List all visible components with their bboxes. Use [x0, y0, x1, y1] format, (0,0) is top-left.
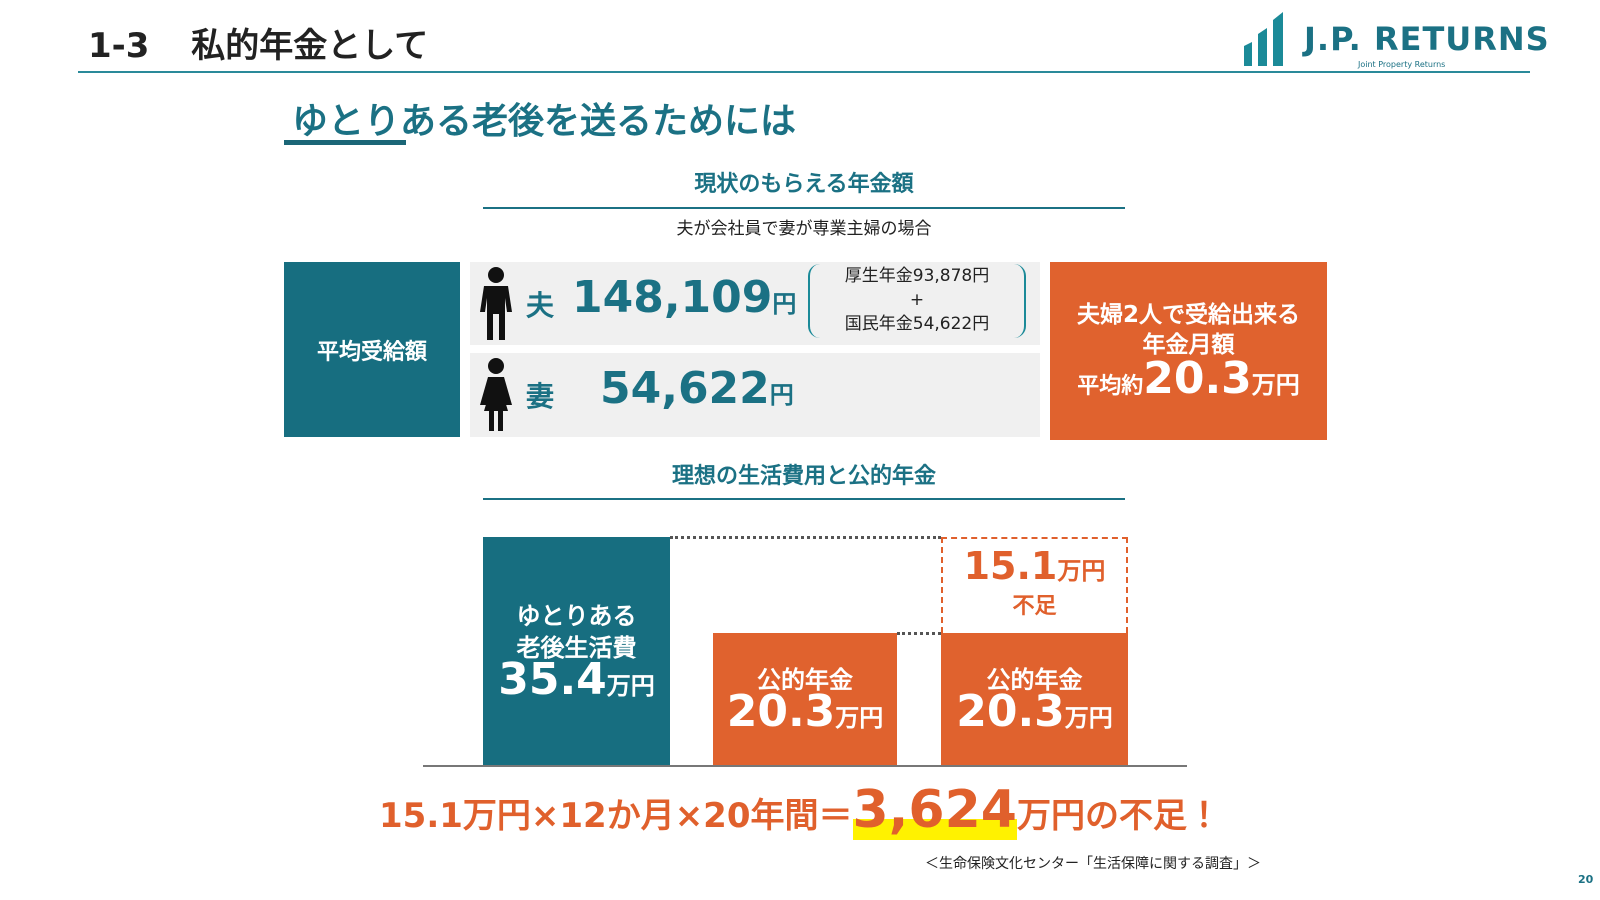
shortfall-label: 不足 — [1012, 593, 1057, 619]
total-amount: 平均約20.3万円 — [1077, 357, 1300, 402]
unit: 円 — [769, 381, 794, 409]
logo-tagline: Joint Property Returns — [1358, 60, 1446, 69]
male-icon — [480, 267, 512, 340]
section-rule — [483, 498, 1125, 500]
amount: 54,622 — [600, 363, 770, 414]
unit: 万円 — [606, 672, 655, 700]
header-rule — [78, 71, 1530, 73]
section-rule — [483, 207, 1125, 209]
section-number: 1-3 — [88, 26, 150, 66]
female-icon — [480, 358, 512, 431]
logo-mark — [1244, 12, 1283, 66]
amount: 20.3 — [726, 686, 836, 737]
dotted-guide — [670, 536, 941, 539]
box-label: 公的年金 — [757, 666, 853, 694]
baseline — [423, 765, 1187, 767]
total-line: 夫婦2人で受給出来る — [1076, 302, 1300, 328]
box-amount: 20.3万円 — [727, 690, 884, 734]
section-title: 理想の生活費用と公的年金 — [671, 464, 936, 489]
amount: 35.4 — [498, 654, 607, 705]
box-amount: 35.4万円 — [498, 658, 655, 702]
label-box: 平均受給額 — [284, 262, 460, 437]
formula: 15.1万円×12か月×20年間＝3,624万円の不足！ — [0, 780, 1600, 840]
box-amount: 20.3万円 — [956, 690, 1113, 734]
heading-underline — [284, 140, 406, 145]
unit: 万円 — [1057, 556, 1106, 585]
section-title: 現状のもらえる年金額 — [694, 172, 914, 197]
box-line: ゆとりある — [516, 602, 637, 630]
public-box: 公的年金 20.3万円 — [941, 633, 1128, 765]
shortfall-box: 15.1万円 不足 — [941, 537, 1128, 633]
shortfall-amount: 15.1万円 — [964, 547, 1106, 590]
breakdown: 厚生年金93,878円 + 国民年金54,622円 — [808, 264, 1026, 338]
total-box: 夫婦2人で受給出来る 年金月額 平均約20.3万円 — [1050, 262, 1327, 440]
unit: 万円 — [1064, 704, 1113, 732]
dotted-guide — [897, 632, 941, 635]
box-line: 老後生活費 — [516, 634, 637, 662]
breakdown-item: 厚生年金93,878円 — [844, 266, 990, 286]
ideal-box: ゆとりある 老後生活費 35.4万円 — [483, 537, 670, 765]
suffix: 万円の不足！ — [1016, 796, 1221, 836]
wife-amount: 54,622円 — [600, 363, 794, 414]
husband-label: 夫 — [526, 289, 555, 322]
heading: ゆとりある老後を送るためには — [292, 101, 797, 142]
source: ＜生命保険文化センター「生活保障に関する調査」＞ — [925, 856, 1261, 872]
amount: 148,109 — [572, 272, 773, 323]
subtitle: 夫が会社員で妻が専業主婦の場合 — [676, 219, 932, 239]
expression: 15.1万円×12か月×20年間＝ — [379, 796, 853, 836]
public-box: 公的年金 20.3万円 — [713, 633, 897, 765]
amount: 20.3 — [956, 686, 1065, 737]
wife-row: 妻 54,622円 — [470, 353, 1040, 437]
header: 1-3 私的年金として — [88, 18, 428, 67]
husband-row: 夫 148,109円 厚生年金93,878円 + 国民年金54,622円 — [470, 262, 1040, 345]
amount: 20.3 — [1143, 353, 1252, 404]
husband-amount: 148,109円 — [572, 272, 796, 323]
breakdown-item: 国民年金54,622円 — [844, 314, 990, 334]
page-number: 20 — [1578, 873, 1594, 886]
logo: J.P. RETURNS Joint Property Returns — [1238, 8, 1549, 72]
unit: 万円 — [835, 704, 884, 732]
prefix: 平均約 — [1077, 374, 1144, 399]
amount: 15.1 — [963, 543, 1058, 588]
page-title: 私的年金として — [191, 26, 429, 66]
unit: 万円 — [1251, 371, 1300, 399]
total-line: 年金月額 — [1142, 332, 1235, 358]
result: 3,624 — [852, 780, 1017, 840]
label: 平均受給額 — [316, 339, 427, 365]
breakdown-item: + — [909, 290, 925, 310]
wife-label: 妻 — [526, 380, 555, 413]
box-label: 公的年金 — [986, 666, 1083, 694]
unit: 円 — [772, 290, 797, 318]
logo-name: J.P. RETURNS — [1304, 20, 1550, 58]
